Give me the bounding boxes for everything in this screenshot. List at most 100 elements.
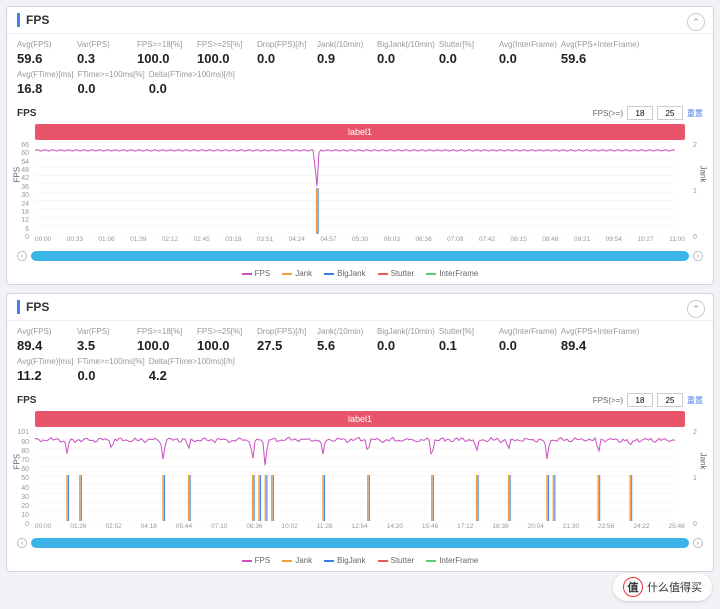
metric-label: Delta(FTime>100ms)[/h] [149, 357, 235, 366]
slider-prev-button[interactable]: ‹ [17, 538, 27, 548]
xtick: 14:20 [387, 523, 403, 530]
metric: Drop(FPS)[/h] 0.0 [257, 40, 313, 66]
fps-threshold-input-2[interactable] [657, 393, 683, 407]
legend-label: FPS [255, 269, 271, 278]
slider-track[interactable] [31, 251, 689, 261]
chart-title: FPS [17, 108, 36, 119]
metric-label: Jank(/10min) [317, 327, 373, 336]
metrics-row: Avg(FPS) 89.4 Var(FPS) 3.5 FPS>=18[%] 10… [7, 321, 713, 389]
xtick: 15:46 [422, 523, 438, 530]
metric-label: FPS>=25[%] [197, 40, 253, 49]
legend-swatch [324, 560, 334, 562]
panel-header: FPS [7, 7, 713, 34]
label-banner[interactable]: label1 [35, 411, 685, 427]
xtick: 05:44 [176, 523, 192, 530]
legend-item[interactable]: FPS [242, 269, 271, 278]
metric-label: Avg(InterFrame) [499, 40, 557, 49]
legend-item[interactable]: Jank [282, 269, 312, 278]
xtick: 17:12 [457, 523, 473, 530]
metric-value: 100.0 [137, 338, 193, 353]
legend-label: Jank [295, 556, 312, 565]
fps-threshold-input-2[interactable] [657, 106, 683, 120]
metric-value: 0.0 [257, 51, 313, 66]
xtick: 00:00 [35, 523, 51, 530]
legend-item[interactable]: Stutter [378, 556, 415, 565]
xtick: 09:54 [606, 236, 622, 243]
fps-threshold-input-1[interactable] [627, 393, 653, 407]
metric: Avg(FTime)[ms] 16.8 [17, 70, 73, 96]
chart-header: FPS FPS(>=) 重置 [7, 389, 713, 411]
xtick: 08:36 [246, 523, 262, 530]
reset-link[interactable]: 重置 [687, 395, 703, 406]
legend-label: InterFrame [439, 556, 478, 565]
fps-threshold-control: FPS(>=) 重置 [593, 393, 703, 407]
xtick: 10:02 [282, 523, 298, 530]
metric-value: 0.0 [499, 338, 557, 353]
legend-item[interactable]: FPS [242, 556, 271, 565]
legend-item[interactable]: Jank [282, 556, 312, 565]
xtick: 21:30 [563, 523, 579, 530]
metric-value: 0.0 [439, 51, 495, 66]
xtick: 18:38 [492, 523, 508, 530]
metric-value: 100.0 [137, 51, 193, 66]
fps-panel: FPS ⌃ Avg(FPS) 59.6 Var(FPS) 0.3 FPS>=18… [6, 6, 714, 285]
legend-item[interactable]: Stutter [378, 269, 415, 278]
xtick: 09:21 [574, 236, 590, 243]
xtick: 01:39 [130, 236, 146, 243]
legend-swatch [242, 273, 252, 275]
metric-value: 0.3 [77, 51, 133, 66]
metric-value: 100.0 [197, 338, 253, 353]
collapse-button[interactable]: ⌃ [687, 13, 705, 31]
xtick: 08:48 [542, 236, 558, 243]
metric-value: 0.0 [377, 51, 435, 66]
reset-link[interactable]: 重置 [687, 108, 703, 119]
legend-swatch [282, 273, 292, 275]
metric-value: 0.0 [77, 368, 144, 383]
chart-area: label1 FPS Jank 0102030405060708090101 0… [7, 411, 713, 534]
legend-item[interactable]: BigJank [324, 556, 365, 565]
legend-swatch [378, 273, 388, 275]
fps-panel: FPS ⌃ Avg(FPS) 89.4 Var(FPS) 3.5 FPS>=18… [6, 293, 714, 572]
metric-value: 59.6 [17, 51, 73, 66]
metric: Drop(FPS)[/h] 27.5 [257, 327, 313, 353]
fps-ctrl-label: FPS(>=) [593, 109, 623, 118]
metric: FTime>=100ms[%] 0.0 [77, 70, 144, 96]
metric-value: 0.0 [149, 81, 235, 96]
slider-track[interactable] [31, 538, 689, 548]
y-axis-right: 012 [691, 429, 705, 521]
metric-value: 0.9 [317, 51, 373, 66]
slider-next-button[interactable]: › [693, 251, 703, 261]
xtick: 22:56 [598, 523, 614, 530]
y-axis-left: 0612182430364248546066 [15, 142, 31, 234]
xtick: 06:03 [384, 236, 400, 243]
label-banner[interactable]: label1 [35, 124, 685, 140]
xtick: 07:09 [447, 236, 463, 243]
legend-item[interactable]: InterFrame [426, 556, 478, 565]
metric-value: 89.4 [561, 338, 639, 353]
metric: FPS>=18[%] 100.0 [137, 40, 193, 66]
metric-label: Avg(FPS+InterFrame) [561, 327, 639, 336]
chart-legend: FPS Jank BigJank Stutter InterFrame [7, 554, 713, 571]
xtick: 20:04 [528, 523, 544, 530]
legend-item[interactable]: BigJank [324, 269, 365, 278]
line-chart[interactable]: FPS Jank 0612182430364248546066 012 [19, 142, 701, 234]
metric-value: 89.4 [17, 338, 73, 353]
line-chart[interactable]: FPS Jank 0102030405060708090101 012 [19, 429, 701, 521]
metrics-row: Avg(FPS) 59.6 Var(FPS) 0.3 FPS>=18[%] 10… [7, 34, 713, 102]
metric-label: Stutter[%] [439, 327, 495, 336]
fps-threshold-input-1[interactable] [627, 106, 653, 120]
metric: Avg(FPS) 89.4 [17, 327, 73, 353]
watermark-icon: 值 [623, 577, 643, 597]
metric: Avg(FPS) 59.6 [17, 40, 73, 66]
metric-value: 100.0 [197, 51, 253, 66]
xtick: 02:45 [194, 236, 210, 243]
xtick: 00:33 [67, 236, 83, 243]
legend-item[interactable]: InterFrame [426, 269, 478, 278]
metric: Var(FPS) 0.3 [77, 40, 133, 66]
legend-label: FPS [255, 556, 271, 565]
slider-prev-button[interactable]: ‹ [17, 251, 27, 261]
legend-swatch [426, 273, 436, 275]
slider-next-button[interactable]: › [693, 538, 703, 548]
metric-label: Avg(FPS) [17, 40, 73, 49]
collapse-button[interactable]: ⌃ [687, 300, 705, 318]
